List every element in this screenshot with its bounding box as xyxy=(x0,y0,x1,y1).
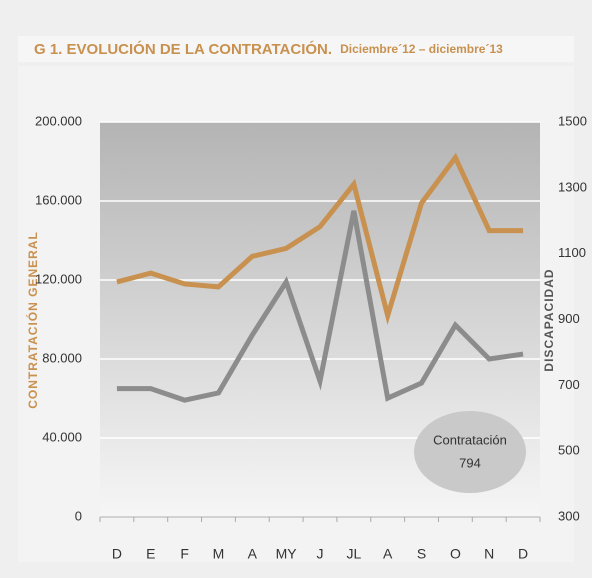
annotation-bubble xyxy=(414,411,526,493)
y-tick-label: 0 xyxy=(75,508,82,523)
x-tick-label: S xyxy=(417,546,426,562)
annotation-label: Contratación xyxy=(433,432,507,447)
y2-tick-label: 1500 xyxy=(558,113,587,128)
y-axis-label: CONTRATACIÓN GENERAL xyxy=(25,231,40,409)
title-band xyxy=(18,36,574,62)
y2-tick-label: 900 xyxy=(558,311,580,326)
y2-tick-label: 500 xyxy=(558,443,580,458)
x-tick-label: MY xyxy=(276,546,298,562)
y2-tick-label: 700 xyxy=(558,377,580,392)
x-tick-label: D xyxy=(112,546,122,562)
y2-tick-label: 1300 xyxy=(558,179,587,194)
x-tick-label: J xyxy=(317,546,324,562)
subtitle: Diciembre´12 – diciembre´13 xyxy=(340,42,503,56)
x-tick-label: F xyxy=(180,546,189,562)
title: G 1. EVOLUCIÓN DE LA CONTRATACIÓN. xyxy=(34,40,332,58)
x-tick-label: N xyxy=(484,546,494,562)
x-tick-label: D xyxy=(518,546,528,562)
series-line xyxy=(116,152,524,325)
y2-tick-label: 1100 xyxy=(558,245,586,260)
x-tick-label: E xyxy=(146,546,155,562)
x-tick-label: A xyxy=(248,546,258,562)
x-tick-label: A xyxy=(383,546,393,562)
x-tick-label: O xyxy=(450,546,461,562)
x-tick-label: M xyxy=(213,546,225,562)
annotation-value: 794 xyxy=(459,455,481,470)
y-tick-label: 160.000 xyxy=(35,192,82,207)
x-tick-label: JL xyxy=(346,546,361,562)
y-tick-label: 120.000 xyxy=(35,271,82,286)
series-line xyxy=(116,210,524,403)
y-tick-label: 200.000 xyxy=(35,113,82,128)
y-tick-label: 40.000 xyxy=(42,429,82,444)
y2-tick-label: 300 xyxy=(558,508,580,523)
chart-title: G 1. EVOLUCIÓN DE LA CONTRATACIÓN. Diciem… xyxy=(34,40,503,58)
y2-axis-label: DISCAPACIDAD xyxy=(542,268,556,371)
y-tick-label: 80.000 xyxy=(42,350,82,365)
